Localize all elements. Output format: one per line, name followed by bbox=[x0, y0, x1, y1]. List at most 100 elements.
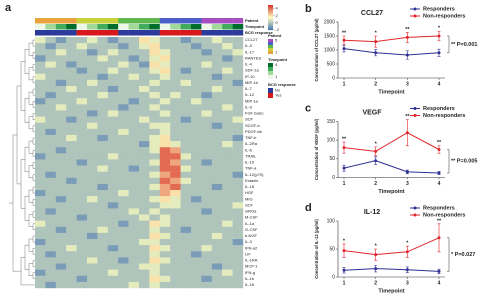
heat-cell bbox=[180, 61, 192, 68]
heat-cell bbox=[87, 208, 98, 215]
heat-cell bbox=[97, 281, 108, 289]
heat-cell bbox=[118, 245, 129, 252]
heat-cell bbox=[201, 220, 212, 227]
annotation-cell bbox=[191, 30, 202, 36]
legend-title: Timepoint bbox=[268, 57, 288, 62]
x-tick-label: 1 bbox=[343, 81, 346, 87]
heat-cell bbox=[139, 257, 150, 264]
colorbar bbox=[268, 13, 273, 15]
heat-cell bbox=[55, 134, 67, 142]
heat-cell bbox=[76, 232, 88, 240]
heat-cell bbox=[118, 177, 129, 185]
heat-cell bbox=[170, 92, 181, 99]
heat-cell bbox=[201, 177, 212, 185]
heat-cell bbox=[107, 110, 119, 117]
y-tick-label: 0 bbox=[332, 175, 335, 181]
heat-cell bbox=[170, 275, 181, 283]
heat-cell bbox=[87, 281, 98, 289]
heat-cell bbox=[211, 55, 223, 62]
heat-cell bbox=[76, 190, 88, 197]
heat-cell bbox=[222, 177, 233, 185]
heat-cell bbox=[180, 281, 192, 289]
heat-cell bbox=[35, 110, 46, 117]
annotation-cell bbox=[232, 30, 244, 36]
heat-cell bbox=[76, 49, 88, 56]
heat-cell bbox=[87, 61, 98, 68]
heat-cell bbox=[232, 171, 244, 179]
heat-cell bbox=[76, 134, 88, 142]
heat-cell bbox=[201, 110, 212, 117]
heat-cell bbox=[118, 159, 129, 166]
heat-cell bbox=[201, 104, 212, 111]
annotation-cell bbox=[55, 30, 67, 36]
heat-cell bbox=[128, 196, 140, 203]
heat-cell bbox=[170, 257, 181, 264]
row-label: SCF bbox=[245, 117, 254, 122]
heat-cell bbox=[222, 104, 233, 111]
heat-cell bbox=[211, 43, 223, 50]
x-axis-label: Timepoint bbox=[378, 189, 404, 195]
heat-cell bbox=[87, 251, 98, 258]
heat-cell bbox=[191, 116, 202, 123]
heat-cell bbox=[139, 141, 150, 148]
heat-cell bbox=[35, 122, 46, 130]
heat-cell bbox=[139, 245, 150, 252]
heat-cell bbox=[139, 177, 150, 185]
significance: * bbox=[438, 26, 441, 32]
heat-cell bbox=[201, 251, 212, 258]
heat-cell bbox=[232, 85, 244, 93]
annotation-cell bbox=[170, 24, 181, 30]
heat-cell bbox=[35, 79, 46, 87]
heat-cell bbox=[35, 257, 46, 264]
heat-cell bbox=[55, 232, 67, 240]
heat-cell bbox=[170, 79, 181, 87]
heat-cell bbox=[139, 263, 150, 270]
heat-cell bbox=[211, 202, 223, 209]
heat-cell bbox=[35, 61, 46, 68]
point bbox=[342, 249, 346, 253]
heat-cell bbox=[45, 165, 56, 172]
annotation-cell bbox=[211, 30, 223, 36]
heat-cell bbox=[118, 134, 129, 142]
heat-cell bbox=[149, 251, 160, 258]
heat-cell bbox=[170, 104, 181, 111]
heat-cell bbox=[191, 134, 202, 142]
heat-cell bbox=[55, 67, 67, 74]
point bbox=[405, 250, 409, 254]
heat-cell bbox=[201, 49, 212, 56]
heat-cell bbox=[191, 37, 202, 44]
heat-cell bbox=[107, 128, 119, 136]
heat-cell bbox=[222, 239, 233, 246]
heat-cell bbox=[35, 141, 46, 148]
legend-label: 1 bbox=[275, 74, 278, 79]
point bbox=[405, 131, 409, 135]
legend-label: 5 bbox=[275, 38, 278, 43]
annotation-cell bbox=[232, 24, 244, 30]
heat-cell bbox=[191, 104, 202, 111]
series-line bbox=[343, 268, 440, 272]
annotation-cell bbox=[87, 24, 98, 30]
row-label: IL-17 bbox=[245, 49, 255, 54]
heat-cell bbox=[222, 147, 233, 154]
heat-cell bbox=[211, 239, 223, 246]
heat-cell bbox=[128, 141, 140, 148]
heat-cell bbox=[97, 67, 108, 74]
heat-cell bbox=[35, 92, 46, 99]
heat-cell bbox=[170, 98, 181, 105]
heat-cell bbox=[149, 281, 160, 289]
y-axis-label: Concentration of IL-12 (pg/ml) bbox=[314, 219, 319, 279]
heat-cell bbox=[159, 226, 171, 234]
heat-cell bbox=[159, 257, 171, 264]
colorbar bbox=[268, 5, 273, 7]
heat-cell bbox=[232, 98, 244, 105]
row-label: IL-18 bbox=[245, 184, 255, 189]
heat-cell bbox=[139, 190, 150, 197]
point bbox=[342, 268, 346, 272]
heat-cell bbox=[180, 183, 192, 191]
heat-cell bbox=[170, 226, 181, 234]
heat-cell bbox=[232, 226, 244, 234]
y-tick-label: 100 bbox=[327, 218, 336, 224]
heat-cell bbox=[191, 61, 202, 68]
heat-cell bbox=[55, 245, 67, 252]
heat-cell bbox=[149, 239, 160, 246]
